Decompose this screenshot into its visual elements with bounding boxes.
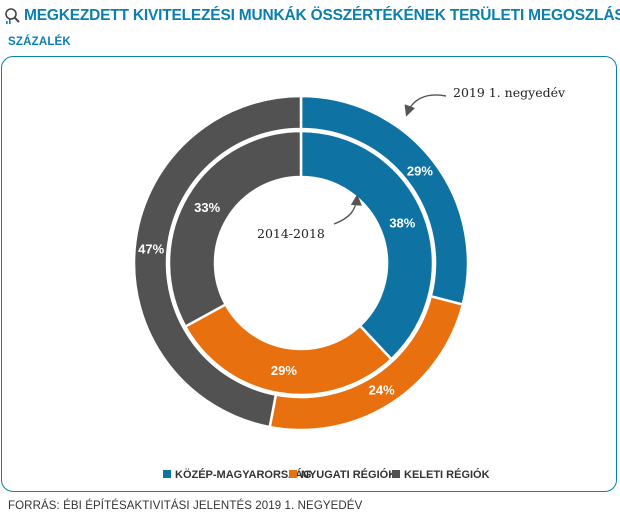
inner-ring-annotation-arrow	[333, 194, 362, 225]
legend: KÖZÉP-MAGYARORSZÁG NYUGATI RÉGIÓK KELETI…	[163, 468, 490, 481]
inner-ring-label-keleti: 33%	[194, 200, 220, 215]
inner-ring-label-nyugati: 29%	[271, 363, 297, 378]
legend-swatch-keleti	[392, 470, 400, 478]
legend-swatch-nyugati	[289, 470, 297, 478]
inner-ring-annotation: 2014-2018	[257, 226, 325, 241]
magnifier-chart-icon	[5, 8, 20, 24]
outer-ring-annotation-arrow	[404, 94, 447, 117]
inner-ring-slice-keleti	[167, 129, 303, 329]
outer-ring-annotation: 2019 1. negyedév	[453, 85, 566, 100]
outer-ring-label-keleti: 47%	[138, 241, 164, 256]
inner-ring-slice-nyugati	[183, 302, 394, 397]
donut-chart: 29% 24% 47% 38% 29% 33% 2019 1. negyedév 2014…	[132, 85, 566, 481]
chart-title: MEGKEZDETT KIVITELEZÉSI MUNKÁK ÖSSZÉRTÉK…	[24, 7, 620, 24]
legend-label-nyugati: NYUGATI RÉGIÓK	[301, 468, 396, 481]
title-row: MEGKEZDETT KIVITELEZÉSI MUNKÁK ÖSSZÉRTÉK…	[4, 6, 620, 26]
source-note: FORRÁS: ÉBI ÉPÍTÉSAKTIVITÁSI JELENTÉS 20…	[8, 500, 363, 512]
legend-label-kozep: KÖZÉP-MAGYARORSZÁG	[175, 468, 312, 481]
outer-ring-label-nyugati: 24%	[369, 383, 395, 398]
chart-subtitle: SZÁZALÉK	[8, 36, 71, 48]
legend-label-keleti: KELETI RÉGIÓK	[404, 468, 490, 481]
legend-swatch-kozep	[163, 470, 171, 478]
outer-ring-slice-keleti	[132, 94, 303, 429]
chart-frame	[1, 56, 617, 492]
inner-ring-slice-kozep	[299, 129, 435, 361]
inner-ring-label-kozep: 38%	[389, 215, 415, 230]
outer-ring-label-kozep: 29%	[407, 163, 433, 178]
